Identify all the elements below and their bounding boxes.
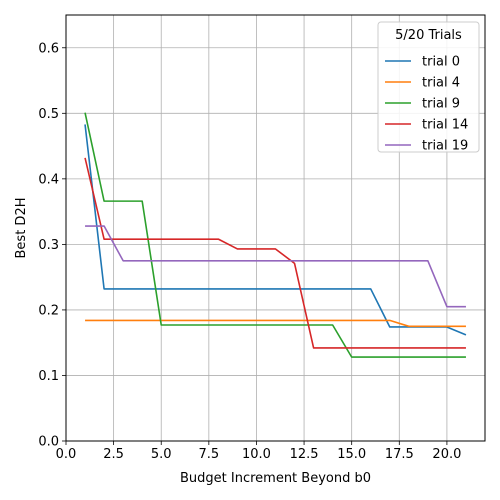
series-line-trial-9 [84, 112, 466, 358]
series-line-trial-0 [84, 124, 467, 336]
legend-label: trial 0 [422, 55, 460, 70]
series-line-trial-14 [84, 157, 466, 349]
legend-label: trial 4 [422, 76, 460, 91]
legend: 5/20 Trials trial 0 trial 4 trial 9 trial 14… [377, 21, 480, 154]
legend-label: trial 9 [422, 97, 460, 112]
x-tick-label: 20.0 [432, 447, 461, 462]
x-axis-label: Budget Increment Beyond b0 [180, 471, 371, 486]
legend-label: trial 14 [422, 118, 468, 133]
plot-frame [65, 14, 486, 442]
series-line-trial-4 [85, 319, 466, 328]
x-tick-label: 17.5 [385, 447, 414, 462]
x-tick-label: 7.5 [198, 447, 219, 462]
legend-label: trial 19 [422, 139, 468, 154]
y-tick-label: 0.4 [38, 172, 59, 187]
x-tick-label: 2.5 [103, 447, 124, 462]
x-tick-label: 10.0 [242, 447, 271, 462]
legend-title: 5/20 Trials [395, 28, 462, 43]
y-tick-label: 0.5 [38, 107, 59, 122]
y-tick-label: 0.6 [38, 41, 59, 56]
legend-box [377, 21, 480, 153]
x-tick-label: 0.0 [56, 447, 77, 462]
y-tick-label: 0.0 [38, 435, 59, 450]
axis-ticks: 0.0 2.5 5.0 7.5 10.0 12.5 15.0 17.5 20.0 0.0 0.1 0.… [38, 41, 461, 462]
y-axis-label: Best D2H [14, 198, 29, 259]
x-tick-label: 5.0 [151, 447, 172, 462]
x-tick-label: 12.5 [290, 447, 319, 462]
y-tick-label: 0.3 [38, 238, 59, 253]
series-line-trial-19 [85, 225, 466, 308]
series-lines [84, 112, 467, 358]
x-tick-label: 15.0 [337, 447, 366, 462]
y-tick-label: 0.1 [38, 369, 59, 384]
y-tick-label: 0.2 [38, 303, 59, 318]
